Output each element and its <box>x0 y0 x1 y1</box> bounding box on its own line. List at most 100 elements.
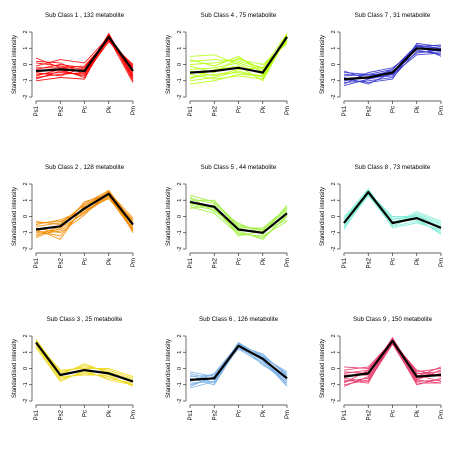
x-tick-label: Pm <box>439 258 445 267</box>
y-tick-label: 0 <box>23 63 29 66</box>
profile-line <box>35 342 134 378</box>
profile-line <box>343 46 442 87</box>
x-tick-label: Pk <box>261 105 267 113</box>
y-axis-label: Standardised intensity <box>320 35 326 94</box>
y-axis-label: Standardised intensity <box>320 187 326 246</box>
x-tick-label: Ps1 <box>34 105 40 116</box>
profile-line <box>35 39 134 70</box>
panel-title: Sub Class 2 , 128 metabolite <box>45 164 125 171</box>
x-tick-label: Ps1 <box>342 409 348 420</box>
centroid-line <box>189 36 288 74</box>
y-tick-label: -1 <box>23 78 29 83</box>
chart-panel-6: Sub Class 8 , 73 metabolite Standardised … <box>320 164 445 268</box>
x-tick-label: Pm <box>285 410 291 419</box>
x-tick-label: Pc <box>237 258 243 265</box>
y-tick-label: 1 <box>23 351 29 354</box>
y-tick-label: 1 <box>331 199 337 202</box>
x-tick-label: Pm <box>131 410 137 419</box>
profile-line <box>35 34 134 82</box>
y-tick-label: 1 <box>331 351 337 354</box>
x-tick-label: Ps2 <box>212 257 218 268</box>
y-tick-label: -2 <box>331 247 337 252</box>
y-tick-label: 0 <box>331 215 337 218</box>
centroid-line <box>35 341 134 383</box>
y-tick-label: -2 <box>177 399 183 404</box>
y-tick-label: 0 <box>177 63 183 66</box>
y-tick-label: 2 <box>331 30 337 33</box>
profile-line <box>343 194 442 229</box>
y-tick-label: 2 <box>23 182 29 185</box>
profile-line <box>343 340 442 373</box>
panel-title: Sub Class 6 , 126 metabolite <box>199 316 279 323</box>
x-tick-label: Pm <box>131 258 137 267</box>
chart-panel-1: Sub Class 1 , 132 metabolite Standardised… <box>12 12 137 116</box>
centroid-line <box>189 344 288 381</box>
profile-line <box>35 343 134 386</box>
y-tick-label: -1 <box>23 382 29 387</box>
profile-line <box>35 198 134 229</box>
y-tick-label: -2 <box>331 95 337 100</box>
y-tick-label: 1 <box>331 47 337 50</box>
profile-line <box>35 345 134 384</box>
x-tick-label: Pc <box>83 410 89 417</box>
chart-panel-7: Sub Class 3 , 25 metabolite Standardised … <box>12 316 137 420</box>
chart-panel-8: Sub Class 6 , 126 metabolite Standardised… <box>166 316 291 420</box>
profile-line <box>189 39 288 69</box>
panel-title: Sub Class 7 , 31 metabolite <box>355 12 431 19</box>
x-tick-label: Ps1 <box>188 105 194 116</box>
y-axis-label: Standardised intensity <box>166 187 172 246</box>
y-tick-label: 1 <box>177 47 183 50</box>
x-tick-label: Pm <box>131 106 137 115</box>
y-tick-label: 0 <box>331 63 337 66</box>
y-tick-label: 2 <box>177 30 183 33</box>
profile-line <box>189 194 288 232</box>
centroid-line <box>343 191 442 229</box>
y-tick-label: 2 <box>177 334 183 337</box>
chart-panel-5: Sub Class 5 , 44 metabolite Standardised … <box>166 164 291 268</box>
x-tick-label: Pk <box>107 105 113 113</box>
x-tick-label: Ps1 <box>342 257 348 268</box>
centroid-line <box>189 200 288 234</box>
x-tick-label: Ps2 <box>58 257 64 268</box>
profile-line <box>189 33 288 77</box>
x-tick-label: Pm <box>285 258 291 267</box>
profile-line <box>189 43 288 65</box>
chart-panel-2: Sub Class 4 , 75 metabolite Standardised … <box>166 12 291 116</box>
panel-title: Sub Class 8 , 73 metabolite <box>355 164 431 171</box>
centroid-line <box>343 47 442 81</box>
x-tick-label: Pk <box>415 105 421 113</box>
y-tick-label: 1 <box>23 199 29 202</box>
y-tick-label: -1 <box>177 230 183 235</box>
y-tick-label: 0 <box>177 367 183 370</box>
panel-title: Sub Class 4 , 75 metabolite <box>201 12 277 19</box>
x-tick-label: Ps1 <box>34 409 40 420</box>
x-tick-label: Pk <box>107 257 113 265</box>
centroid-line <box>343 339 442 378</box>
y-axis-label: Standardised intensity <box>12 187 18 246</box>
x-tick-label: Ps2 <box>366 409 372 420</box>
profile-line <box>343 189 442 226</box>
x-tick-label: Pk <box>261 409 267 417</box>
x-tick-label: Ps2 <box>366 257 372 268</box>
x-tick-label: Pc <box>391 258 397 265</box>
x-tick-label: Pc <box>391 410 397 417</box>
y-tick-label: 2 <box>23 334 29 337</box>
y-axis-label: Standardised intensity <box>320 339 326 398</box>
profile-line <box>35 37 134 83</box>
profile-line <box>343 343 441 386</box>
x-tick-label: Ps1 <box>342 105 348 116</box>
x-tick-label: Pc <box>237 106 243 113</box>
x-tick-label: Ps2 <box>212 105 218 116</box>
y-tick-label: -1 <box>177 78 183 83</box>
panel-title: Sub Class 3 , 25 metabolite <box>47 316 123 323</box>
x-tick-label: Pm <box>439 106 445 115</box>
x-tick-label: Ps1 <box>188 257 194 268</box>
chart-panel-4: Sub Class 2 , 128 metabolite Standardised… <box>12 164 137 268</box>
y-tick-label: -2 <box>23 95 29 100</box>
centroid-line <box>35 192 134 231</box>
profile-line <box>343 49 442 77</box>
y-tick-label: 2 <box>331 334 337 337</box>
y-tick-label: 0 <box>331 367 337 370</box>
x-tick-label: Ps2 <box>366 105 372 116</box>
x-tick-label: Pc <box>237 410 243 417</box>
